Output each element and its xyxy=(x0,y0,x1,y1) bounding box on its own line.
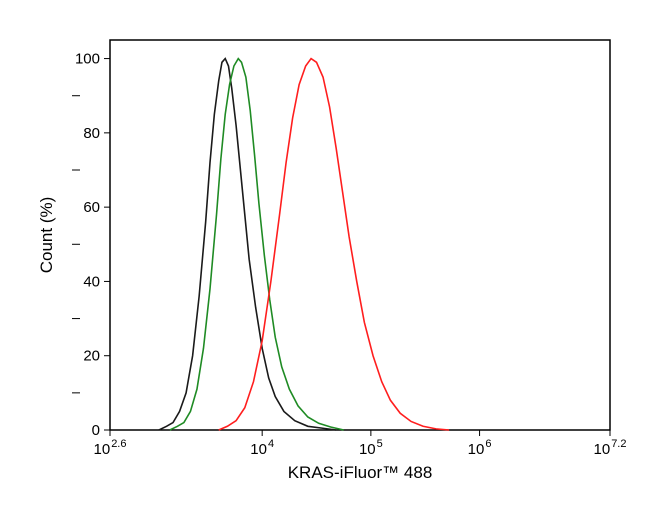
y-axis-label: Count (%) xyxy=(37,197,56,274)
x-tick-label: 105 xyxy=(359,438,383,458)
x-tick-label: 106 xyxy=(468,438,492,458)
y-tick-label: 40 xyxy=(83,273,100,290)
plot-border xyxy=(110,40,610,430)
x-tick-label: 102.6 xyxy=(94,438,127,458)
y-tick-label: 100 xyxy=(75,51,100,68)
x-axis-label: KRAS-iFluor™ 488 xyxy=(288,463,433,482)
y-tick-label: 0 xyxy=(92,422,100,439)
y-tick-label: 60 xyxy=(83,199,100,216)
flow-cytometry-histogram: 0 20 40 60 80 100 102.6 104 105 106 107.2 Count (%)… xyxy=(0,0,650,520)
x-tick-label: 104 xyxy=(250,438,274,458)
x-tick-label: 107.2 xyxy=(594,438,627,458)
y-tick-label: 80 xyxy=(83,125,100,142)
chart-svg: 0 20 40 60 80 100 102.6 104 105 106 107.2 Count (%)… xyxy=(0,0,650,520)
y-tick-label: 20 xyxy=(83,348,100,365)
